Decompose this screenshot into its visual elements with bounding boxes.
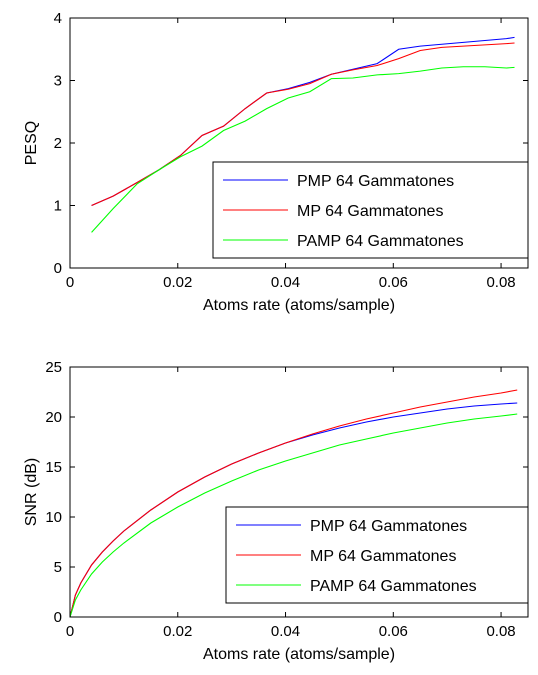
pesq-x-tick-label: 0.04 [271, 274, 300, 291]
snr-y-tick-label: 25 [45, 359, 62, 376]
snr-legend-label-0: PMP 64 Gammatones [310, 518, 467, 535]
pesq-y-tick-label: 0 [54, 260, 62, 277]
pesq-legend-label-2: PAMP 64 Gammatones [297, 233, 464, 250]
snr-y-tick-label: 5 [54, 559, 62, 576]
pesq-y-axis-label: PESQ [23, 121, 40, 165]
pesq-legend-label-1: MP 64 Gammatones [297, 203, 443, 220]
pesq-series-line-2 [91, 66, 515, 233]
snr-x-tick-label: 0.06 [379, 623, 408, 640]
snr-series-line-2 [69, 413, 518, 618]
snr-y-tick-label: 10 [45, 509, 62, 526]
snr-x-tick-label: 0 [66, 623, 74, 640]
snr-x-tick-label: 0.02 [163, 623, 192, 640]
pesq-x-tick-label: 0.06 [379, 274, 408, 291]
snr-axes-frame [69, 366, 529, 618]
snr-y-tick-label: 20 [45, 409, 62, 426]
snr-legend-label-1: MP 64 Gammatones [310, 548, 456, 565]
pesq-x-axis-label: Atoms rate (atoms/sample) [203, 297, 395, 314]
snr-y-axis-label: SNR (dB) [23, 458, 40, 526]
snr-y-tick-label: 15 [45, 459, 62, 476]
pesq-y-tick-label: 4 [54, 10, 62, 27]
pesq-y-tick-label: 2 [54, 135, 62, 152]
pesq-x-tick-label: 0 [66, 274, 74, 291]
snr-x-tick-label: 0.04 [271, 623, 300, 640]
pesq-x-tick-label: 0.02 [163, 274, 192, 291]
pesq-x-tick-label: 0.08 [486, 274, 515, 291]
snr-legend-label-2: PAMP 64 Gammatones [310, 578, 477, 595]
pesq-y-tick-label: 3 [54, 73, 62, 90]
snr-x-axis-label: Atoms rate (atoms/sample) [203, 646, 395, 663]
snr-x-tick-label: 0.08 [486, 623, 515, 640]
snr-y-tick-label: 0 [54, 609, 62, 626]
pesq-legend-label-0: PMP 64 Gammatones [297, 173, 454, 190]
pesq-y-tick-label: 1 [54, 198, 62, 215]
snr-series-line-1 [69, 389, 518, 618]
